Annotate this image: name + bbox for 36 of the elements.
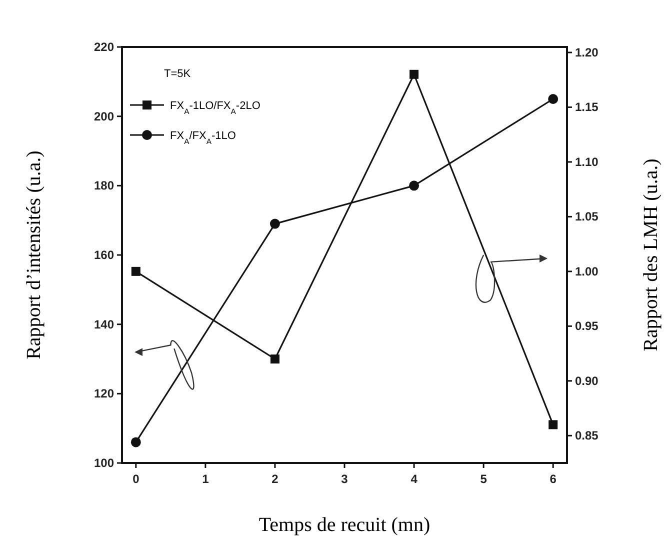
- y-axis-title: Rapport d’intensités (u.a.): [23, 150, 45, 360]
- x-tick-label: 5: [480, 472, 488, 486]
- legend-title: T=5K: [164, 68, 192, 80]
- y2-tick-label: 0.90: [575, 374, 599, 388]
- point: [410, 70, 419, 79]
- y-tick-label: 220: [94, 40, 114, 54]
- point: [270, 354, 280, 364]
- x-tick-label: 6: [550, 472, 557, 486]
- x-tick-label: 3: [341, 472, 348, 486]
- point: [270, 218, 280, 229]
- x-tick-label: 2: [272, 472, 279, 486]
- x-tick-label: 1: [202, 472, 210, 486]
- y-tick-label: 140: [94, 317, 114, 332]
- y2-axis-title: Rapport des LMH (u.a.): [640, 158, 662, 352]
- y2-tick-label: 1.05: [575, 210, 599, 224]
- y-tick-label: 180: [94, 178, 114, 193]
- y2-tick-label: 1.00: [575, 264, 599, 278]
- legend-label: FX$_{A}$/FX$_{A}$-1LO: [170, 130, 236, 146]
- x-tick-label: 0: [132, 472, 140, 486]
- point: [548, 420, 558, 430]
- point: [409, 180, 420, 191]
- x-tick-label: 4: [410, 472, 418, 486]
- y2-tick-label: 0.95: [575, 319, 599, 334]
- y2-tick-label: 1.10: [575, 154, 599, 169]
- y-tick-label: 120: [94, 386, 114, 401]
- point: [130, 437, 141, 448]
- y2-tick-label: 1.15: [575, 100, 599, 114]
- point: [131, 266, 140, 276]
- y2-tick-label: 0.85: [575, 428, 599, 443]
- y-tick-label: 160: [94, 248, 114, 262]
- x-axis-title: Temps de recuit (mn): [258, 514, 430, 536]
- legend-label: FX$_{A}$-1LO/FX$_{A}$-2LO: [170, 100, 261, 116]
- y2-tick-label: 1.20: [575, 45, 599, 60]
- y-tick-label: 100: [94, 456, 114, 470]
- y-tick-label: 200: [94, 109, 114, 124]
- point: [548, 94, 558, 104]
